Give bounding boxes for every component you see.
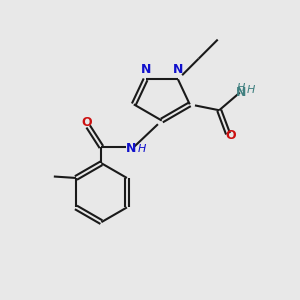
Text: N: N	[126, 142, 136, 155]
Text: N: N	[173, 63, 183, 76]
Text: H: H	[247, 85, 255, 95]
Text: O: O	[81, 116, 92, 128]
Text: H: H	[237, 83, 245, 93]
Text: N: N	[236, 86, 247, 99]
Text: O: O	[225, 129, 236, 142]
Text: N: N	[140, 63, 151, 76]
Text: H: H	[138, 143, 146, 154]
